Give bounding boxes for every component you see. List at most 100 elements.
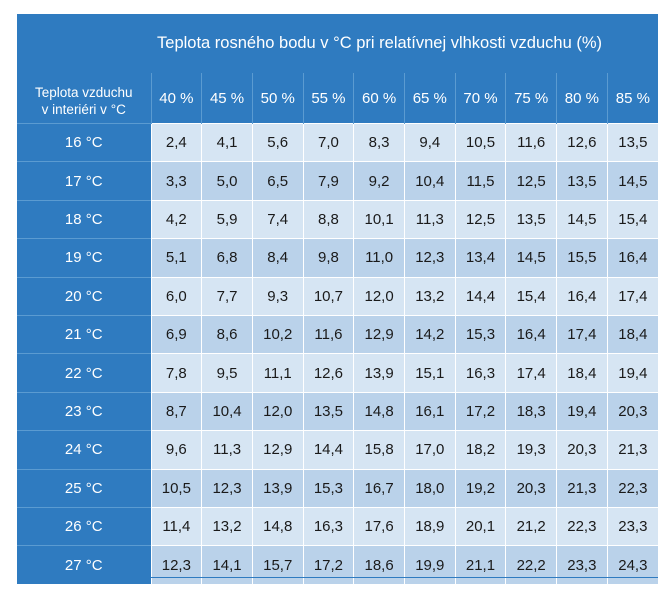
humidity-header: 85 % (606, 73, 658, 124)
dew-point-cell: 11,3 (403, 199, 456, 239)
dew-point-cell: 8,3 (353, 122, 405, 162)
dew-point-cell: 7,0 (302, 122, 354, 162)
dew-point-cell: 18,3 (505, 391, 557, 431)
dew-point-cell: 12,3 (403, 238, 456, 278)
humidity-header: 45 % (201, 73, 253, 124)
dew-point-cell: 7,4 (251, 199, 304, 239)
dew-point-cell: 20,3 (505, 468, 557, 508)
table-row: 25 °C 10,5 12,3 13,9 15,3 16,7 18,0 19,2 20,3 21,… (17, 468, 658, 508)
dew-point-cell: 6,5 (251, 161, 304, 201)
dew-point-cell: 11,3 (201, 430, 253, 470)
dew-point-cell: 12,9 (353, 315, 405, 354)
dew-point-cell: 15,5 (556, 238, 608, 278)
dew-point-cell: 12,5 (454, 199, 506, 239)
dew-point-cell: 2,4 (150, 122, 202, 162)
row-temperature-label: 18 °C (17, 199, 152, 239)
dew-point-cell: 8,8 (302, 199, 354, 239)
dew-point-cell: 11,1 (251, 353, 304, 393)
table-title: Teplota rosného bodu v °C pri relatívnej… (151, 14, 658, 74)
dew-point-cell: 19,9 (403, 545, 456, 584)
row-temperature-label: 22 °C (17, 353, 152, 393)
table-row: 19 °C 5,1 6,8 8,4 9,8 11,0 12,3 13,4 14,5 15,5 16,… (17, 238, 658, 278)
dew-point-cell: 24,3 (606, 545, 658, 584)
dew-point-table: Teplota vzduchu v interiéri v °C Teplota… (17, 14, 658, 584)
corner-line-1: Teplota vzduchu (34, 85, 133, 100)
dew-point-cell: 6,9 (150, 315, 202, 354)
dew-point-cell: 13,9 (251, 468, 304, 508)
dew-point-cell: 16,3 (454, 353, 506, 393)
dew-point-cell: 7,7 (201, 276, 253, 316)
corner-line-2: v interiéri v °C (41, 102, 126, 117)
dew-point-cell: 14,2 (403, 315, 456, 354)
dew-point-cell: 13,4 (454, 238, 506, 278)
dew-point-cell: 5,1 (150, 238, 202, 278)
dew-point-cell: 19,4 (606, 353, 658, 393)
dew-point-cell: 8,4 (251, 238, 304, 278)
dew-point-cell: 22,3 (606, 468, 658, 508)
dew-point-cell: 13,5 (606, 122, 658, 162)
dew-point-cell: 17,4 (505, 353, 557, 393)
dew-point-cell: 13,5 (505, 199, 557, 239)
dew-point-cell: 21,2 (505, 507, 557, 546)
table-row: 23 °C 8,7 10,4 12,0 13,5 14,8 16,1 17,2 18,3 19,4… (17, 391, 658, 431)
dew-point-cell: 13,5 (556, 161, 608, 201)
dew-point-cell: 14,8 (353, 391, 405, 431)
dew-point-cell: 13,9 (353, 353, 405, 393)
table-header: Teplota vzduchu v interiéri v °C Teplota… (17, 14, 658, 124)
humidity-header: 55 % (302, 73, 354, 124)
dew-point-cell: 10,4 (403, 161, 456, 201)
dew-point-cell: 18,0 (403, 468, 456, 508)
dew-point-cell: 7,8 (150, 353, 202, 393)
dew-point-cell: 21,3 (606, 430, 658, 470)
dew-point-cell: 3,3 (150, 161, 202, 201)
row-temperature-label: 21 °C (17, 315, 152, 354)
dew-point-cell: 20,3 (606, 391, 658, 431)
dew-point-cell: 15,4 (606, 199, 658, 239)
dew-point-cell: 19,2 (454, 468, 506, 508)
dew-point-cell: 12,9 (251, 430, 304, 470)
dew-point-cell: 13,2 (403, 276, 456, 316)
table-row: 27 °C 12,3 14,1 15,7 17,2 18,6 19,9 21,1 22,2 23,… (17, 545, 658, 584)
dew-point-cell: 17,2 (302, 545, 354, 584)
dew-point-cell: 12,5 (505, 161, 557, 201)
dew-point-cell: 17,4 (606, 276, 658, 316)
dew-point-cell: 12,3 (201, 468, 253, 508)
dew-point-cell: 12,6 (302, 353, 354, 393)
dew-point-cell: 21,1 (454, 545, 506, 584)
humidity-header: 80 % (556, 73, 608, 124)
dew-point-cell: 8,6 (201, 315, 253, 354)
humidity-header: 50 % (251, 73, 304, 124)
dew-point-cell: 11,6 (505, 122, 557, 162)
table-row: 18 °C 4,2 5,9 7,4 8,8 10,1 11,3 12,5 13,5 14,5 15,… (17, 199, 658, 239)
dew-point-cell: 14,4 (302, 430, 354, 470)
dew-point-cell: 20,1 (454, 507, 506, 546)
dew-point-cell: 15,8 (353, 430, 405, 470)
humidity-header: 65 % (403, 73, 456, 124)
dew-point-cell: 11,0 (353, 238, 405, 278)
dew-point-cell: 9,8 (302, 238, 354, 278)
dew-point-cell: 18,6 (353, 545, 405, 584)
dew-point-cell: 15,1 (403, 353, 456, 393)
dew-point-cell: 14,4 (454, 276, 506, 316)
dew-point-cell: 13,2 (201, 507, 253, 546)
dew-point-cell: 15,3 (302, 468, 354, 508)
dew-point-cell: 11,4 (150, 507, 202, 546)
table-row: 16 °C 2,4 4,1 5,6 7,0 8,3 9,4 10,5 11,6 12,6 13,5 (17, 122, 658, 162)
dew-point-cell: 8,7 (150, 391, 202, 431)
dew-point-cell: 12,0 (353, 276, 405, 316)
row-temperature-label: 16 °C (17, 122, 152, 162)
dew-point-cell: 11,6 (302, 315, 354, 354)
title-row: Teplota vzduchu v interiéri v °C Teplota… (17, 14, 658, 124)
dew-point-cell: 22,2 (505, 545, 557, 584)
dew-point-cell: 4,2 (150, 199, 202, 239)
dew-point-cell: 7,9 (302, 161, 354, 201)
row-temperature-label: 25 °C (17, 468, 152, 508)
dew-point-cell: 23,3 (606, 507, 658, 546)
dew-point-cell: 9,5 (201, 353, 253, 393)
dew-point-cell: 23,3 (556, 545, 608, 584)
dew-point-cell: 14,8 (251, 507, 304, 546)
table-body: 16 °C 2,4 4,1 5,6 7,0 8,3 9,4 10,5 11,6 12,6 13,5 1… (17, 122, 658, 584)
dew-point-cell: 14,5 (556, 199, 608, 239)
row-temperature-label: 19 °C (17, 238, 152, 278)
row-temperature-label: 17 °C (17, 161, 152, 201)
